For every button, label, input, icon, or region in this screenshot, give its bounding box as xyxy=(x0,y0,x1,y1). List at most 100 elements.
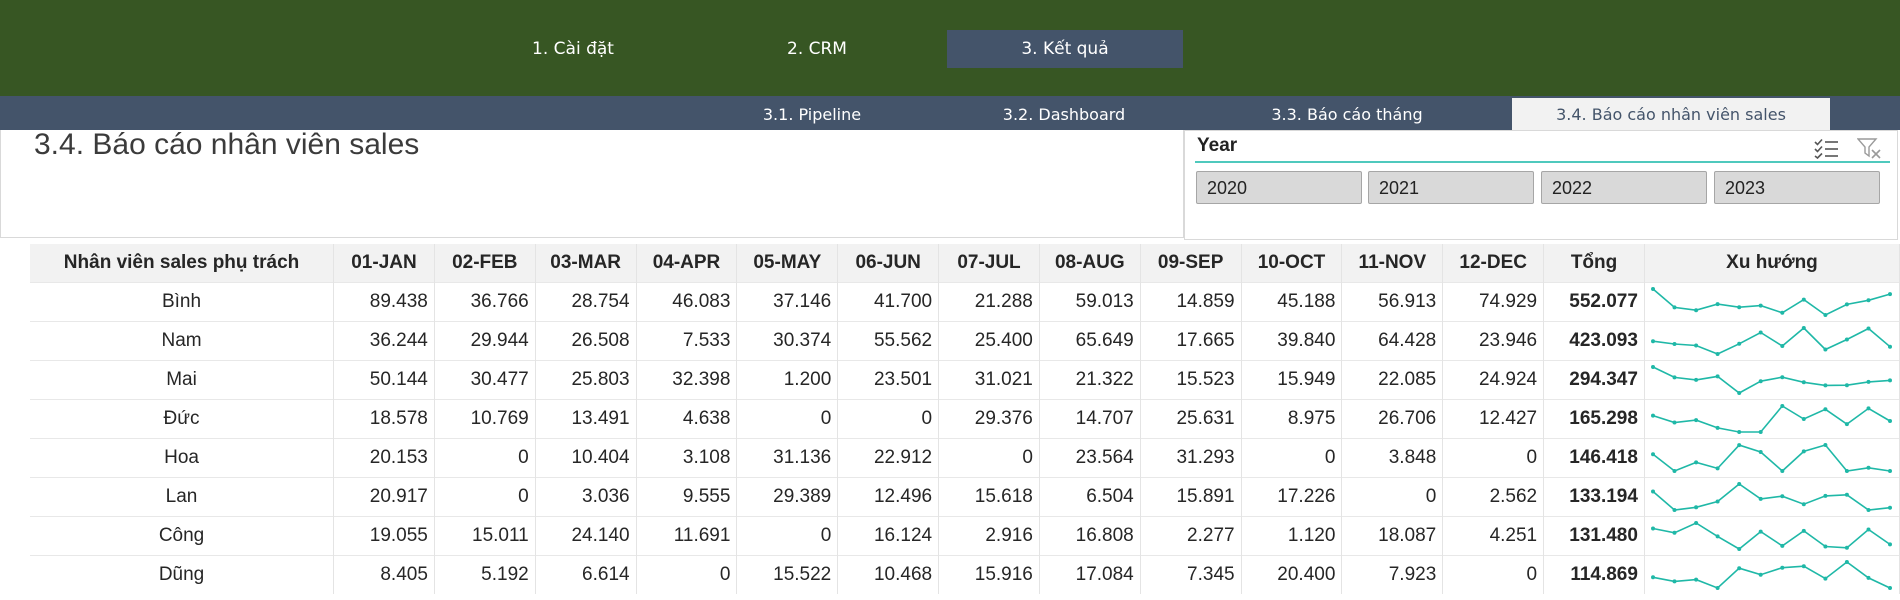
slicer-option-2021[interactable]: 2021 xyxy=(1368,171,1534,204)
month-value-cell: 16.124 xyxy=(837,516,940,556)
sparkline-point xyxy=(1758,430,1763,435)
staff-name-cell: Đức xyxy=(30,399,335,439)
staff-name-cell: Nam xyxy=(30,321,335,361)
month-value-cell: 0 xyxy=(1442,555,1545,595)
main-tab-results[interactable]: 3. Kết quả xyxy=(947,30,1183,68)
month-value-cell: 0 xyxy=(434,477,536,517)
sub-tab-monthly-report[interactable]: 3.3. Báo cáo tháng xyxy=(1271,105,1423,124)
month-value-cell: 29.376 xyxy=(938,399,1040,439)
sub-tab-sales-staff-report[interactable]: 3.4. Báo cáo nhân viên sales xyxy=(1512,98,1830,130)
sparkline-line xyxy=(1652,288,1891,317)
column-header-month: 05-MAY xyxy=(736,244,839,283)
column-header-month: 04-APR xyxy=(636,244,738,283)
column-header-month: 10-OCT xyxy=(1241,244,1343,283)
sparkline-point xyxy=(1866,326,1871,331)
month-value-cell: 0 xyxy=(1241,438,1343,478)
sparkline-point xyxy=(1887,469,1892,474)
sparkline-point xyxy=(1866,298,1871,303)
column-header-month: 09-SEP xyxy=(1140,244,1242,283)
column-header-total: Tổng xyxy=(1543,244,1645,283)
sparkline-point xyxy=(1801,417,1806,422)
month-value-cell: 21.288 xyxy=(938,282,1040,322)
slicer-option-2023[interactable]: 2023 xyxy=(1714,171,1880,204)
month-value-cell: 11.691 xyxy=(636,516,738,556)
month-value-cell: 12.496 xyxy=(837,477,940,517)
month-value-cell: 3.036 xyxy=(535,477,637,517)
month-value-cell: 17.665 xyxy=(1140,321,1242,361)
month-value-cell: 18.578 xyxy=(333,399,435,439)
main-nav-bar: 1. Cài đặt 2. CRM 3. Kết quả xyxy=(0,0,1900,96)
month-value-cell: 4.251 xyxy=(1442,516,1545,556)
sparkline-point xyxy=(1650,365,1655,370)
total-cell: 165.298 xyxy=(1543,399,1645,439)
sparkline-point xyxy=(1844,560,1849,565)
sparkline-point xyxy=(1823,576,1828,581)
slicer-option-2022[interactable]: 2022 xyxy=(1541,171,1707,204)
month-value-cell: 20.153 xyxy=(333,438,435,478)
month-value-cell: 14.707 xyxy=(1039,399,1141,439)
sparkline-point xyxy=(1780,469,1785,474)
sub-tab-dashboard[interactable]: 3.2. Dashboard xyxy=(1002,105,1126,124)
month-value-cell: 15.916 xyxy=(938,555,1040,595)
sparkline-point xyxy=(1801,297,1806,302)
sparkline-point xyxy=(1650,413,1655,418)
month-value-cell: 10.769 xyxy=(434,399,536,439)
month-value-cell: 15.522 xyxy=(736,555,839,595)
staff-name-cell: Công xyxy=(30,516,335,556)
month-value-cell: 50.144 xyxy=(333,360,435,400)
main-tab-settings[interactable]: 1. Cài đặt xyxy=(532,39,614,59)
month-value-cell: 26.706 xyxy=(1341,399,1444,439)
month-value-cell: 65.649 xyxy=(1039,321,1141,361)
sparkline-point xyxy=(1780,565,1785,570)
month-value-cell: 41.700 xyxy=(837,282,940,322)
column-header-month: 06-JUN xyxy=(837,244,940,283)
sparkline-point xyxy=(1887,505,1892,510)
month-value-cell: 25.803 xyxy=(535,360,637,400)
sparkline-point xyxy=(1650,339,1655,344)
sparkline-point xyxy=(1823,347,1828,352)
total-cell: 552.077 xyxy=(1543,282,1645,322)
month-value-cell: 8.975 xyxy=(1241,399,1343,439)
sparkline-point xyxy=(1694,460,1699,465)
sparkline-point xyxy=(1672,375,1677,380)
column-header-month: 03-MAR xyxy=(535,244,637,283)
month-value-cell: 6.614 xyxy=(535,555,637,595)
month-value-cell: 16.808 xyxy=(1039,516,1141,556)
table-row: Công 19.055 15.011 24.140 11.691 0 16.124 2.916… xyxy=(30,516,1900,556)
clear-filter-icon[interactable] xyxy=(1856,137,1883,159)
month-value-cell: 26.508 xyxy=(535,321,637,361)
trend-sparkline xyxy=(1650,482,1892,513)
sparkline-point xyxy=(1887,419,1892,424)
slicer-option-2020[interactable]: 2020 xyxy=(1196,171,1362,204)
table-row: Đức 18.578 10.769 13.491 4.638 0 0 29.376 14.707… xyxy=(30,399,1900,439)
sub-tab-pipeline[interactable]: 3.1. Pipeline xyxy=(762,105,862,124)
main-tab-crm[interactable]: 2. CRM xyxy=(787,39,847,59)
month-value-cell: 23.564 xyxy=(1039,438,1141,478)
month-value-cell: 74.929 xyxy=(1442,282,1545,322)
sparkline-point xyxy=(1672,420,1677,425)
sparkline-point xyxy=(1801,380,1806,385)
month-value-cell: 0 xyxy=(434,438,536,478)
trend-sparkline-cell xyxy=(1644,516,1900,556)
month-value-cell: 31.293 xyxy=(1140,438,1242,478)
month-value-cell: 0 xyxy=(736,516,839,556)
sparkline-point xyxy=(1737,391,1742,396)
month-value-cell: 25.631 xyxy=(1140,399,1242,439)
sparkline-point xyxy=(1672,579,1677,584)
sparkline-point xyxy=(1694,577,1699,582)
total-cell: 131.480 xyxy=(1543,516,1645,556)
sparkline-point xyxy=(1780,375,1785,380)
sparkline-point xyxy=(1780,404,1785,409)
trend-sparkline xyxy=(1650,443,1892,474)
sparkline-line xyxy=(1652,327,1891,356)
sparkline-point xyxy=(1694,521,1699,526)
multi-select-icon[interactable] xyxy=(1813,137,1839,160)
month-value-cell: 6.504 xyxy=(1039,477,1141,517)
month-value-cell: 32.398 xyxy=(636,360,738,400)
month-value-cell: 2.916 xyxy=(938,516,1040,556)
sparkline-point xyxy=(1844,302,1849,307)
column-header-month: 12-DEC xyxy=(1442,244,1545,283)
sparkline-point xyxy=(1672,508,1677,513)
sparkline-point xyxy=(1801,564,1806,569)
sparkline-point xyxy=(1844,545,1849,550)
